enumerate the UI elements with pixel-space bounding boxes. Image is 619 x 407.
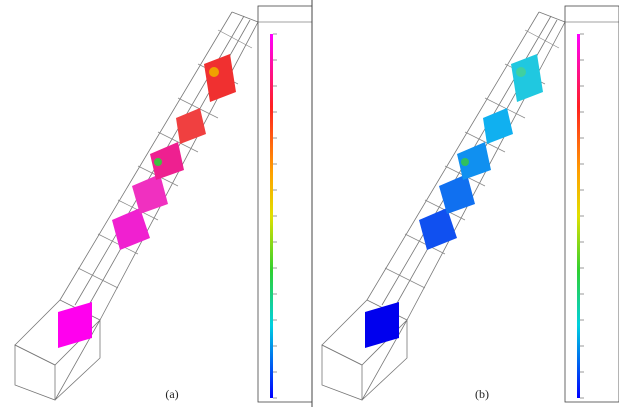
- panel-b: (b): [322, 6, 619, 402]
- panel-a: (a): [15, 6, 312, 402]
- caption: (a): [165, 387, 178, 401]
- figure: (a) (b): [0, 0, 619, 407]
- caption: (b): [475, 387, 489, 401]
